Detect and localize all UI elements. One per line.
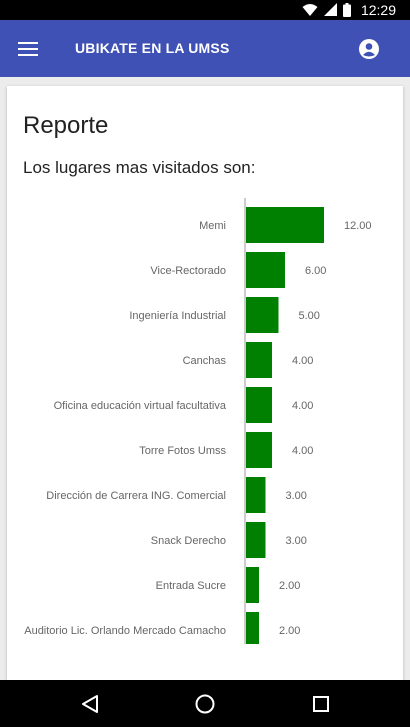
category-label: Snack Derecho: [151, 535, 226, 547]
status-bar: 12:29: [0, 0, 410, 20]
recents-button[interactable]: [309, 692, 333, 716]
status-icons: 12:29: [302, 0, 396, 20]
chart-bar: [246, 252, 285, 288]
category-label: Dirección de Carrera ING. Comercial: [46, 490, 226, 502]
value-label: 3.00: [286, 535, 307, 547]
category-label: Torre Fotos Umss: [139, 445, 226, 457]
value-label: 5.00: [299, 310, 320, 322]
chart-bar: [246, 387, 272, 423]
chart-bar: [246, 342, 272, 378]
home-button[interactable]: [193, 692, 217, 716]
battery-icon: [342, 3, 351, 17]
value-label: 12.00: [344, 220, 372, 232]
category-label: Entrada Sucre: [156, 580, 226, 592]
chart-bar: [246, 432, 272, 468]
bar-chart: Memi 12.00 Vice-Rectorado 6.00 Ingeniería In…: [24, 198, 372, 644]
menu-icon: [18, 42, 38, 56]
chart-bar: [246, 567, 259, 603]
value-label: 6.00: [305, 265, 326, 277]
chart-bar: [246, 297, 279, 333]
category-label: Oficina educación virtual facultativa: [54, 400, 227, 412]
category-label: Vice-Rectorado: [150, 265, 226, 277]
chart-bar: [246, 477, 266, 513]
navigation-bar: [0, 680, 410, 727]
category-label: Ingeniería Industrial: [129, 310, 226, 322]
report-subtitle: Los lugares mas visitados son:: [23, 158, 256, 177]
value-label: 3.00: [286, 490, 307, 502]
app-title: UBIKATE EN LA UMSS: [75, 40, 230, 56]
category-label: Canchas: [183, 355, 227, 367]
back-icon: [82, 695, 98, 713]
report-title: Reporte: [23, 112, 109, 139]
account-button[interactable]: [358, 38, 380, 60]
wifi-icon: [302, 4, 318, 16]
value-label: 2.00: [279, 625, 300, 637]
category-label: Auditorio Lic. Orlando Mercado Camacho: [24, 625, 226, 637]
value-label: 4.00: [292, 355, 313, 367]
value-label: 4.00: [292, 445, 313, 457]
value-label: 4.00: [292, 400, 313, 412]
chart-bar: [246, 207, 324, 243]
app-bar: UBIKATE EN LA UMSS: [0, 20, 410, 77]
category-label: Memi: [199, 220, 226, 232]
chart-bar: [246, 612, 259, 644]
chart-bar: [246, 522, 266, 558]
back-button[interactable]: [78, 692, 102, 716]
account-circle-icon: [359, 39, 379, 59]
menu-button[interactable]: [16, 38, 40, 60]
value-label: 2.00: [279, 580, 300, 592]
recents-icon: [313, 696, 329, 712]
signal-icon: [323, 3, 337, 16]
report-card: Reporte Los lugares mas visitados son: M…: [7, 86, 403, 686]
home-icon: [195, 694, 215, 714]
status-time: 12:29: [360, 2, 396, 18]
